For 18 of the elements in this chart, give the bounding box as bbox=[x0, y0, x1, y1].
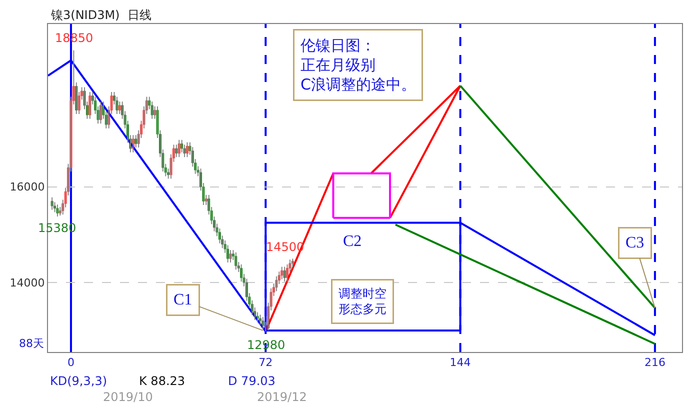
x-tick-label: 0 bbox=[67, 356, 74, 370]
text: D 79.03 bbox=[228, 374, 276, 388]
annotation: 调整时空形态多元 bbox=[338, 286, 386, 316]
text: 2019/10 bbox=[103, 390, 153, 404]
annotation: C3 bbox=[626, 234, 644, 252]
annotation: C1 bbox=[174, 292, 192, 308]
x-tick-label: 216 bbox=[644, 356, 666, 370]
text: 2019/12 bbox=[257, 390, 307, 404]
y-tick-label: 14000 bbox=[10, 276, 45, 290]
annotation: 伦镍日图：正在月级别C浪调整的途中。 bbox=[300, 36, 416, 94]
text: KD(9,3,3) bbox=[50, 374, 108, 388]
text: K 88.23 bbox=[139, 374, 186, 388]
text: 88天 bbox=[19, 337, 44, 350]
y-tick-label: 16000 bbox=[10, 180, 45, 194]
text: 镍3(NID3M) 日线 bbox=[50, 8, 152, 22]
annotation: C2 bbox=[343, 233, 362, 250]
x-tick-label: 72 bbox=[258, 356, 273, 370]
x-tick-label: 144 bbox=[450, 356, 471, 370]
